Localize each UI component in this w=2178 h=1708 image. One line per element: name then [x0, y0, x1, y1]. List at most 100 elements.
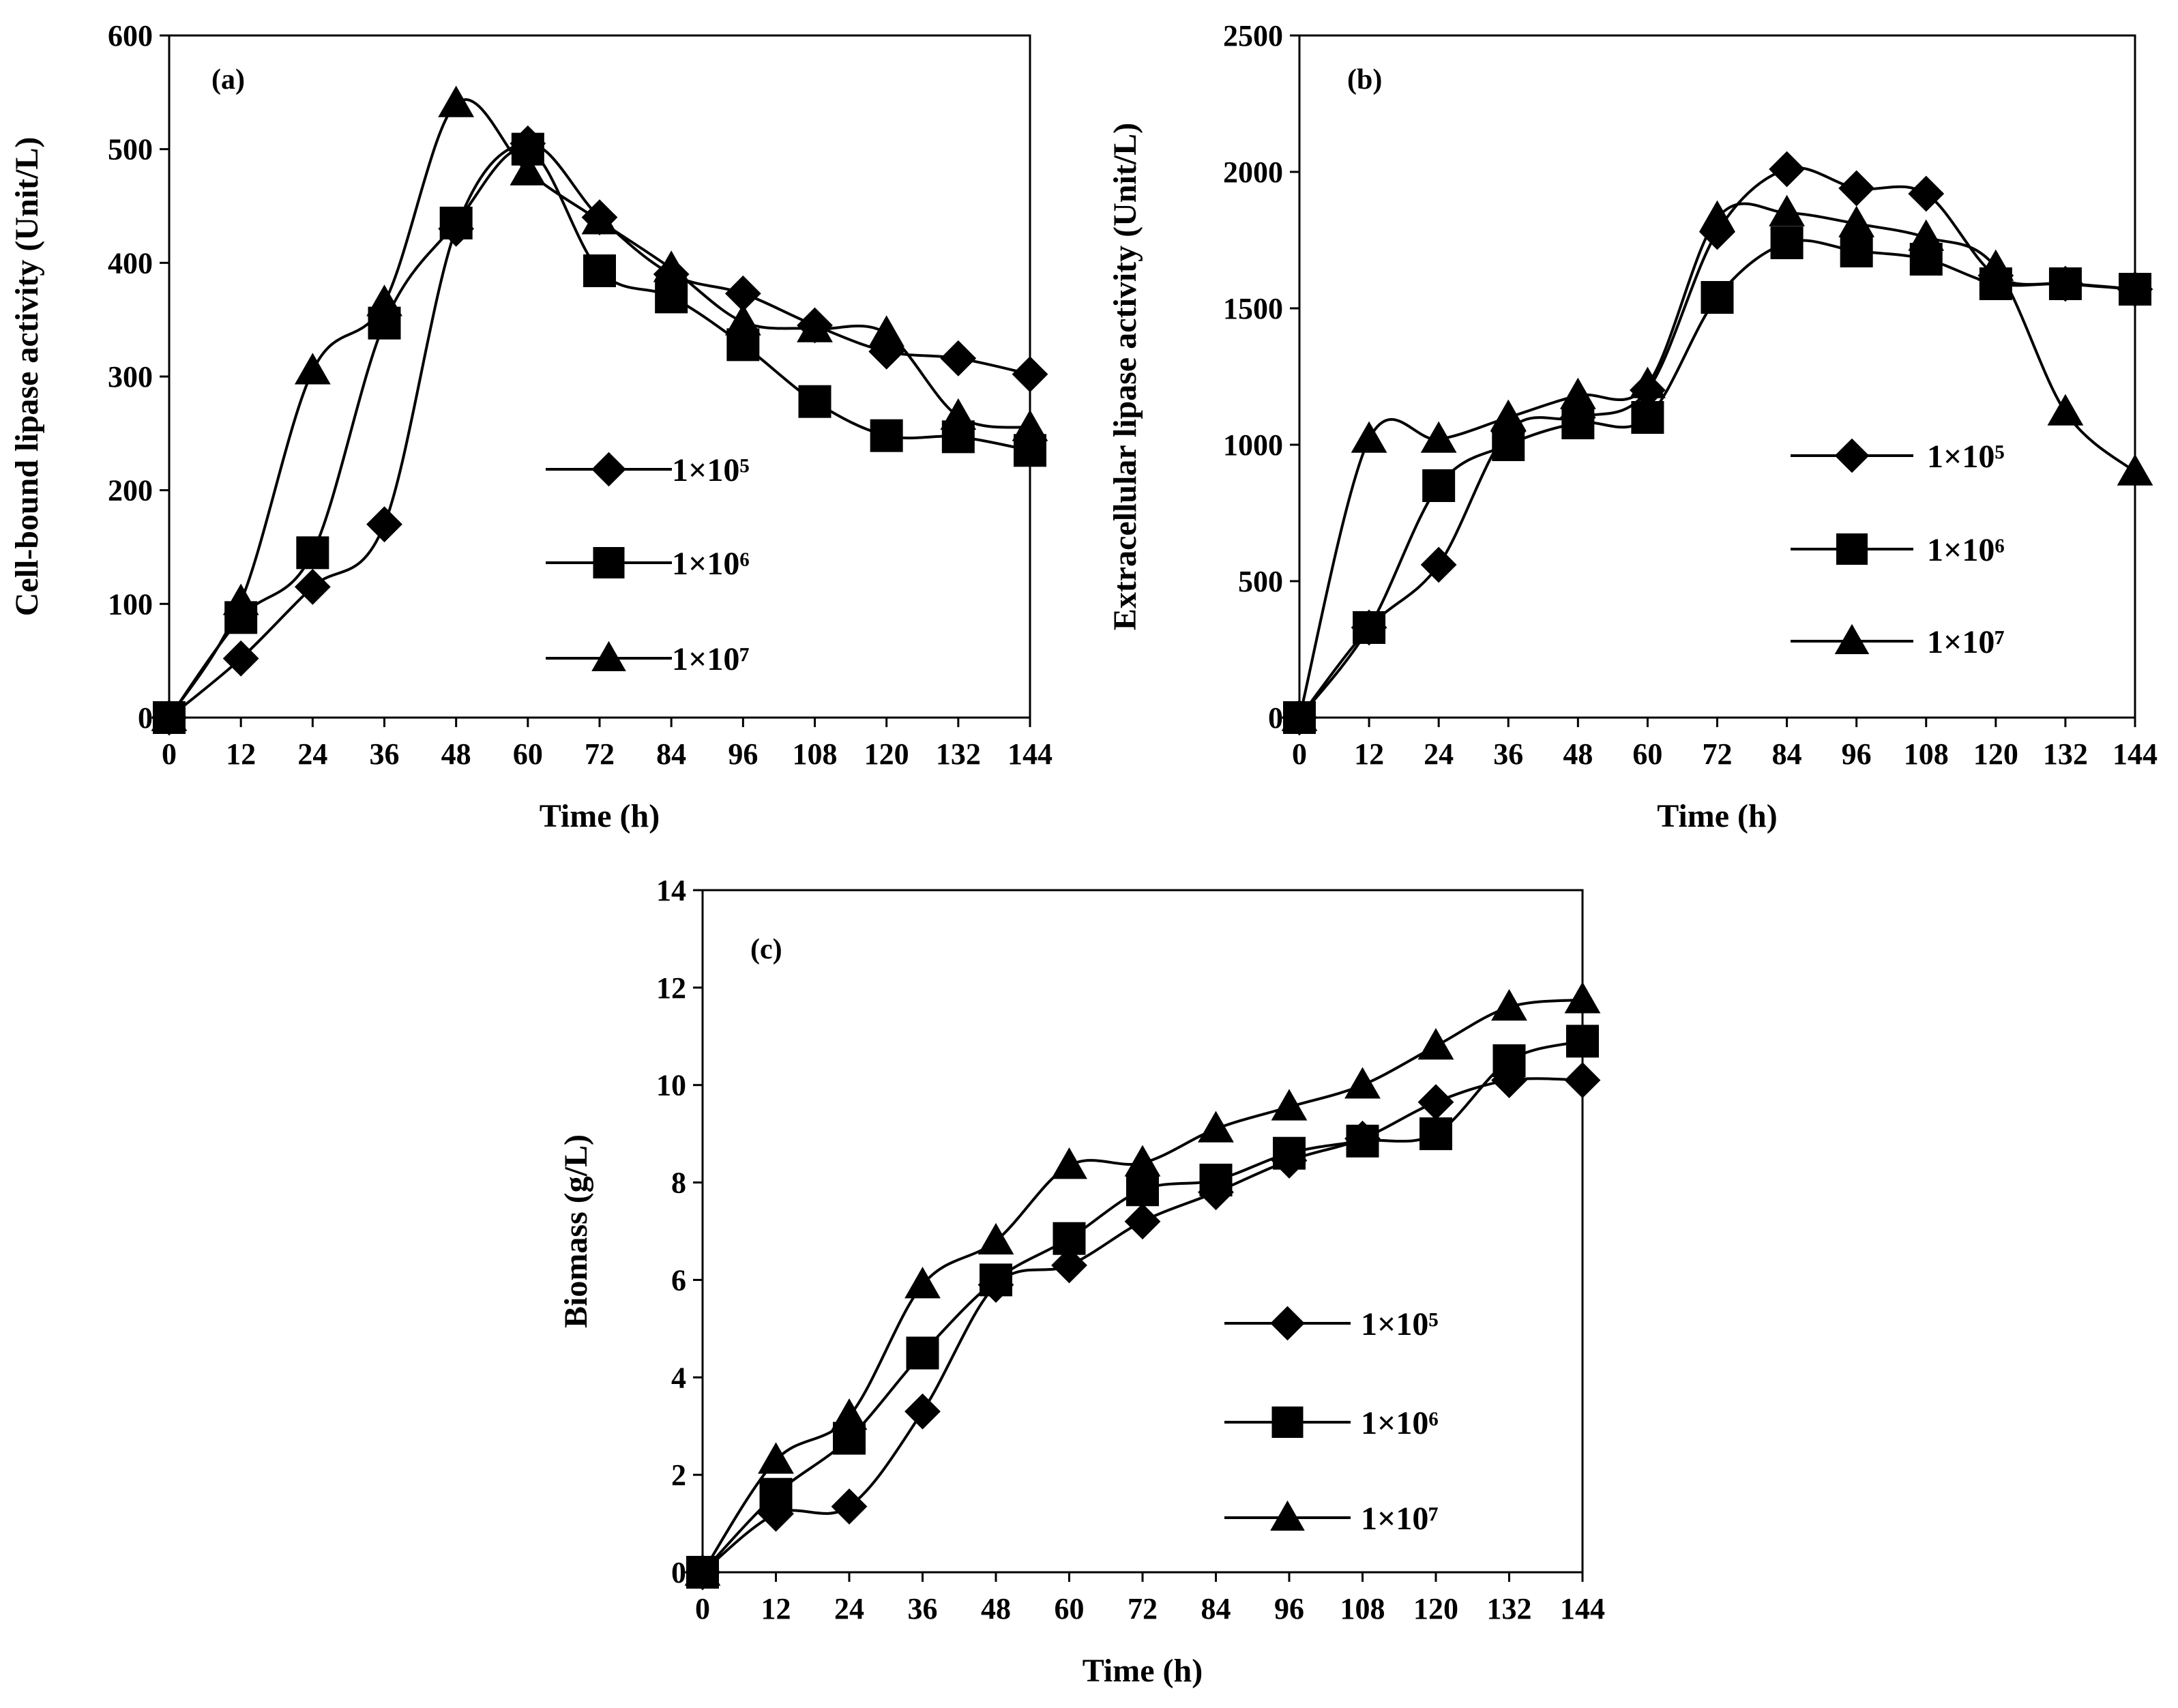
- data-point-square: [980, 1263, 1012, 1297]
- y-tick-label: 500: [1238, 565, 1283, 598]
- data-point-diamond: [1769, 151, 1805, 188]
- x-tick-label: 36: [1493, 737, 1523, 771]
- x-tick-label: 36: [908, 1592, 938, 1625]
- x-tick-label: 72: [585, 737, 615, 771]
- y-axis-title: Cell-bound lipase activity (Unit/L): [9, 137, 45, 617]
- data-point-triangle: [1491, 989, 1527, 1021]
- legend-marker-diamond: [1834, 438, 1870, 473]
- data-point-diamond: [1124, 1203, 1161, 1240]
- data-point-triangle: [1344, 1067, 1381, 1099]
- data-point-triangle: [1977, 249, 2014, 281]
- x-tick-label: 0: [162, 737, 177, 771]
- series-2: [684, 982, 1601, 1586]
- legend-label: 1×10⁷: [1361, 1501, 1439, 1537]
- y-tick-label: 1000: [1223, 428, 1283, 462]
- data-point-triangle: [797, 310, 833, 342]
- data-point-square: [1353, 611, 1386, 644]
- series-line: [1298, 166, 2136, 719]
- x-tick-label: 24: [1424, 737, 1454, 771]
- data-point-square: [1492, 428, 1525, 461]
- x-tick-label: 96: [1842, 737, 1872, 771]
- data-point-square: [2048, 267, 2082, 300]
- data-point-square: [655, 280, 688, 314]
- data-point-square: [1561, 407, 1595, 439]
- y-axis-title: Biomass (g/L): [558, 1134, 594, 1328]
- data-point-triangle: [868, 315, 905, 347]
- y-axis-title: Extracellular lipase activity (Unit/L): [1107, 123, 1143, 630]
- data-point-square: [583, 254, 616, 287]
- x-tick-label: 60: [1632, 737, 1662, 771]
- data-point-square: [2119, 273, 2151, 306]
- series-1: [686, 1025, 1599, 1589]
- data-point-triangle: [1198, 1110, 1234, 1143]
- data-point-triangle: [1281, 699, 1318, 731]
- data-point-square: [1419, 1117, 1452, 1151]
- y-tick-label: 200: [108, 474, 153, 507]
- data-point-triangle: [977, 1222, 1014, 1255]
- y-tick-label: 14: [656, 874, 686, 907]
- legend-label: 1×10⁵: [1927, 439, 2005, 475]
- data-point-triangle: [1769, 194, 1805, 226]
- series-1: [1283, 226, 2151, 734]
- data-point-triangle: [366, 284, 402, 316]
- data-point-triangle: [1838, 205, 1875, 237]
- x-tick-label: 0: [695, 1592, 710, 1625]
- x-tick-label: 84: [656, 737, 686, 771]
- legend-label: 1×10⁶: [1927, 532, 2005, 568]
- series-2: [1281, 194, 2153, 731]
- data-point-diamond: [1699, 214, 1735, 250]
- legend-marker-square: [593, 547, 625, 578]
- x-tick-label: 144: [1007, 737, 1053, 771]
- x-tick-label: 36: [370, 737, 400, 771]
- data-point-diamond: [294, 568, 331, 605]
- data-point-square: [906, 1336, 939, 1370]
- data-point-diamond: [904, 1393, 941, 1430]
- data-point-diamond: [940, 340, 977, 377]
- data-point-diamond: [1012, 356, 1048, 393]
- data-point-square: [1053, 1222, 1086, 1255]
- series-0: [1281, 151, 2153, 736]
- data-point-square: [1701, 281, 1734, 314]
- x-tick-label: 96: [728, 737, 758, 771]
- x-tick-label: 60: [1055, 1592, 1085, 1625]
- data-point-diamond: [366, 506, 402, 543]
- x-tick-label: 12: [226, 737, 256, 771]
- data-point-square: [1492, 1044, 1526, 1077]
- series-2: [151, 85, 1048, 731]
- y-tick-label: 10: [656, 1069, 686, 1102]
- y-tick-label: 6: [671, 1263, 686, 1297]
- chart-panel-0: 0 100 200 300 400 500 600 0 12 24 36 48 60 72 84 96 108 1…: [9, 19, 1053, 834]
- data-point-triangle: [1630, 366, 1666, 398]
- data-point-triangle: [1051, 1147, 1087, 1179]
- x-tick-label: 108: [793, 737, 838, 771]
- legend: 1×10⁵ 1×10⁶ 1×10⁷: [546, 452, 750, 677]
- x-tick-label: 108: [1904, 737, 1949, 771]
- x-tick-label: 132: [2043, 737, 2088, 771]
- legend-label: 1×10⁵: [1361, 1306, 1439, 1342]
- data-point-triangle: [151, 699, 188, 731]
- y-tick-label: 0: [671, 1556, 686, 1589]
- legend-label: 1×10⁷: [1927, 624, 2005, 660]
- data-point-triangle: [2117, 454, 2153, 486]
- plot-frame: [168, 34, 1031, 719]
- x-tick-label: 144: [2113, 737, 2158, 771]
- data-point-diamond: [1838, 170, 1875, 207]
- data-point-square: [1566, 1025, 1599, 1058]
- data-point-diamond: [1417, 1084, 1454, 1121]
- x-axis-title: Time (h): [1083, 1653, 1203, 1689]
- y-tick-label: 4: [671, 1361, 686, 1394]
- data-point-triangle: [1351, 421, 1387, 453]
- series-line: [168, 98, 1031, 719]
- chart-panel-1: 0 500 1000 1500 2000 2500 0 12 24 36 48 60 72 84 96 108…: [1107, 19, 2158, 834]
- data-point-triangle: [758, 1442, 794, 1474]
- data-point-square: [1840, 235, 1873, 267]
- data-point-triangle: [1699, 200, 1735, 232]
- data-point-diamond: [1491, 1062, 1527, 1098]
- y-tick-label: 500: [108, 133, 153, 166]
- x-tick-label: 84: [1772, 737, 1802, 771]
- x-tick-label: 24: [297, 737, 327, 771]
- data-point-triangle: [294, 353, 331, 385]
- data-point-square: [798, 385, 832, 418]
- data-point-triangle: [1559, 377, 1596, 409]
- y-tick-label: 100: [108, 587, 153, 621]
